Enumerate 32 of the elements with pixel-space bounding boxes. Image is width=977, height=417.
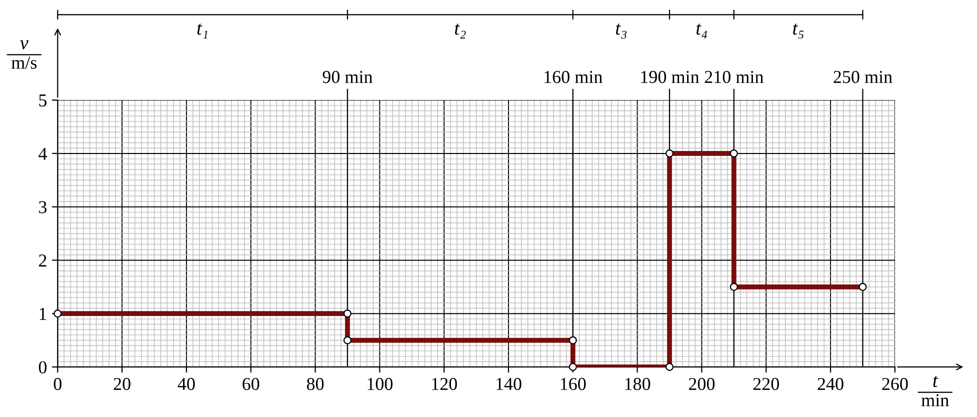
- x-tick-label: 120: [432, 378, 457, 390]
- ref-line-label: 160 min: [544, 70, 602, 84]
- y-tick-label: 4: [38, 148, 47, 160]
- x-tick-label: 100: [368, 378, 393, 390]
- y-axis-title: v m/s: [11, 40, 37, 69]
- x-tick-label: 160: [560, 378, 586, 390]
- x-tick-label: 20: [114, 378, 130, 390]
- text: t₃: [616, 24, 626, 39]
- y-tick-label: 5: [39, 94, 47, 107]
- y-tick-label: 0: [38, 361, 47, 374]
- text: t₂: [454, 24, 466, 39]
- x-tick-label: 220: [753, 378, 779, 390]
- x-axis-title: t min: [921, 376, 949, 406]
- text: t₄: [696, 24, 708, 39]
- x-tick-label: 180: [625, 378, 650, 390]
- y-tick-label: 1: [40, 308, 46, 320]
- x-tick-label: 140: [496, 378, 522, 390]
- x-tick-label: 260: [882, 378, 908, 390]
- x-tick-label: 0: [54, 378, 62, 390]
- text: t₁: [197, 24, 208, 38]
- x-tick-label: 60: [242, 378, 260, 390]
- ref-line-label: 210 min: [704, 70, 764, 84]
- ref-line-label: 190 min: [641, 70, 700, 84]
- text: t₅: [793, 24, 804, 39]
- x-tick-label: 80: [306, 378, 324, 390]
- y-tick-label: 2: [38, 254, 46, 266]
- x-tick-label: 200: [688, 378, 715, 390]
- ref-line-label: 250 min: [834, 70, 892, 84]
- ref-line-label: 90 min: [322, 70, 373, 84]
- y-tick-label: 3: [39, 201, 47, 214]
- x-tick-label: 240: [818, 378, 844, 390]
- x-tick-label: 40: [178, 378, 195, 390]
